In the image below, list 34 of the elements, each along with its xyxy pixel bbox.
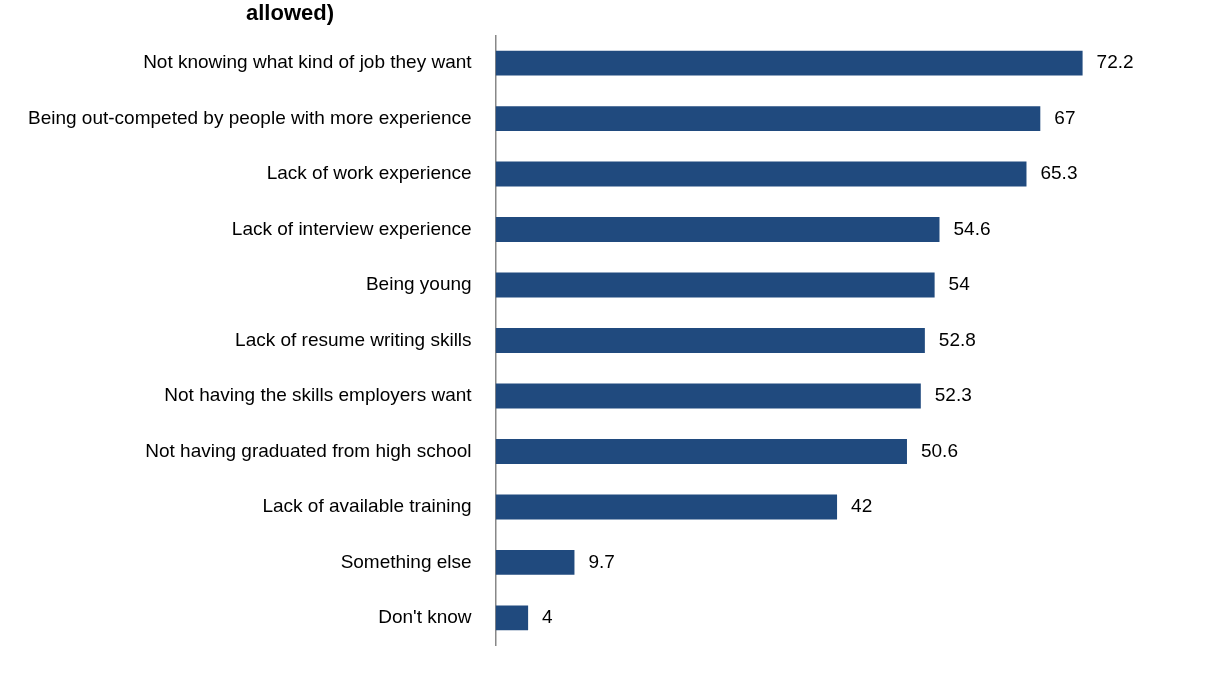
y-tick-label: Lack of work experience — [266, 162, 472, 184]
bar — [495, 50, 1083, 76]
y-tick-label: Not having graduated from high school — [145, 439, 472, 461]
data-label: 50.6 — [920, 439, 958, 461]
data-label: 9.7 — [588, 550, 615, 572]
bar — [495, 328, 925, 353]
bar — [495, 438, 907, 464]
data-label: 52.8 — [938, 328, 976, 350]
data-label: 54.6 — [953, 217, 991, 239]
bar — [495, 605, 529, 631]
bar — [495, 161, 1027, 187]
y-tick-label: Lack of resume writing skills — [235, 328, 472, 350]
data-label: 72.2 — [1096, 51, 1134, 73]
bar — [495, 383, 921, 409]
bar — [495, 106, 1041, 132]
data-label: 67 — [1054, 106, 1076, 128]
data-label: 52.3 — [934, 384, 972, 406]
data-label: 65.3 — [1040, 162, 1078, 184]
data-label: 4 — [542, 606, 554, 628]
bar — [495, 272, 935, 298]
bar — [495, 217, 940, 243]
y-tick-label: Something else — [340, 550, 472, 572]
y-tick-label: Being out-competed by people with more experience — [27, 106, 472, 128]
y-tick-label: Don't know — [378, 606, 472, 628]
bar — [495, 549, 575, 575]
y-tick-label: Being young — [365, 273, 472, 295]
y-tick-label: Lack of interview experience — [231, 217, 472, 239]
y-tick-label: Lack of available training — [262, 495, 472, 517]
y-tick-label: Not having the skills employers want — [164, 384, 473, 406]
data-label: 54 — [948, 273, 971, 295]
data-label: 42 — [851, 495, 873, 517]
y-tick-label: Not knowing what kind of job they want — [143, 51, 473, 73]
bar — [495, 494, 838, 520]
text: allowed) — [246, 0, 335, 26]
